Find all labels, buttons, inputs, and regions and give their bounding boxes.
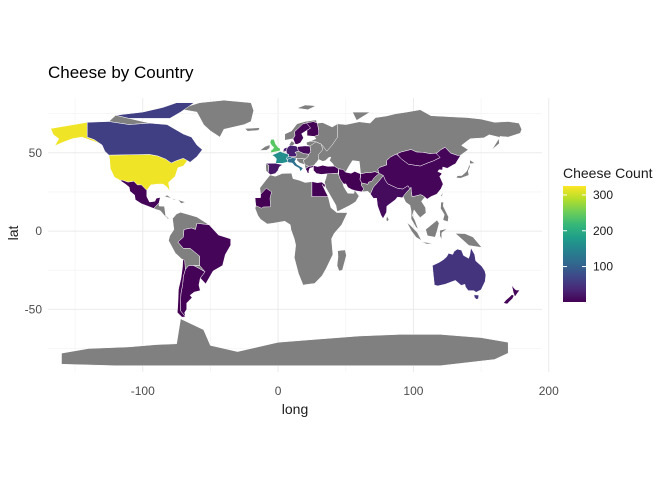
y-tick-label: 0	[35, 224, 42, 238]
x-axis-ticks: -100 0 100 200	[131, 384, 559, 398]
country-no-data	[453, 159, 476, 183]
country-mongolia	[396, 149, 441, 167]
country-no-data	[61, 318, 509, 366]
country-no-data	[352, 111, 371, 121]
country-new-zealand	[511, 284, 520, 297]
country-no-data	[440, 201, 449, 222]
country-turkey	[313, 165, 339, 175]
chart-title: Cheese by Country	[48, 63, 194, 82]
country-australia	[432, 247, 487, 293]
country-canada	[86, 121, 203, 164]
legend-colorbar	[563, 186, 586, 302]
country-no-data	[425, 219, 440, 238]
country-no-data	[336, 249, 347, 272]
country-no-data	[440, 191, 444, 197]
legend: Cheese Count 100 200 300	[563, 165, 653, 302]
y-tick-label: -50	[25, 302, 43, 316]
country-no-data	[254, 172, 348, 286]
legend-tick-label: 200	[593, 224, 613, 238]
country-no-data	[162, 215, 171, 219]
legend-title: Cheese Count	[563, 165, 653, 181]
country-netherlands	[282, 147, 288, 152]
country-no-data	[296, 104, 317, 110]
country-germany	[285, 144, 299, 157]
country-iran	[338, 168, 365, 193]
country-no-data	[406, 222, 422, 241]
country-no-data	[259, 144, 271, 151]
country-no-data	[439, 228, 448, 240]
country-new-zealand	[503, 294, 515, 305]
country-no-data	[455, 233, 483, 248]
legend-tick-label: 100	[593, 260, 613, 274]
country-no-data	[420, 241, 434, 245]
country-spain	[265, 163, 283, 175]
country-poland	[297, 145, 311, 155]
country-no-data	[385, 215, 390, 222]
country-no-data	[244, 127, 261, 132]
country-italy	[286, 157, 304, 172]
country-australia	[473, 294, 480, 300]
country-no-data	[164, 194, 179, 201]
country-no-data	[179, 99, 254, 138]
country-afghanistan	[359, 171, 380, 185]
x-tick-label: 200	[539, 384, 559, 398]
x-tick-label: -100	[131, 384, 155, 398]
x-tick-label: 100	[403, 384, 423, 398]
legend-tick-label: 300	[593, 188, 613, 202]
country-chile	[177, 259, 186, 318]
country-mexico	[119, 179, 161, 209]
x-axis-title: long	[282, 401, 308, 417]
country-mauritania	[254, 188, 272, 209]
country-united-kingdom	[269, 139, 281, 154]
country-no-data	[177, 199, 186, 204]
y-axis-title: lat	[5, 226, 21, 241]
landmass	[50, 99, 522, 366]
country-finland	[306, 121, 319, 137]
country-egypt	[311, 181, 329, 197]
y-axis-ticks: -50 0 50	[25, 146, 43, 317]
y-tick-label: 50	[29, 146, 43, 160]
country-canada	[115, 102, 195, 119]
country-greece	[305, 165, 314, 174]
legend-ticks: 100 200 300	[563, 188, 613, 274]
x-tick-label: 0	[275, 384, 282, 398]
